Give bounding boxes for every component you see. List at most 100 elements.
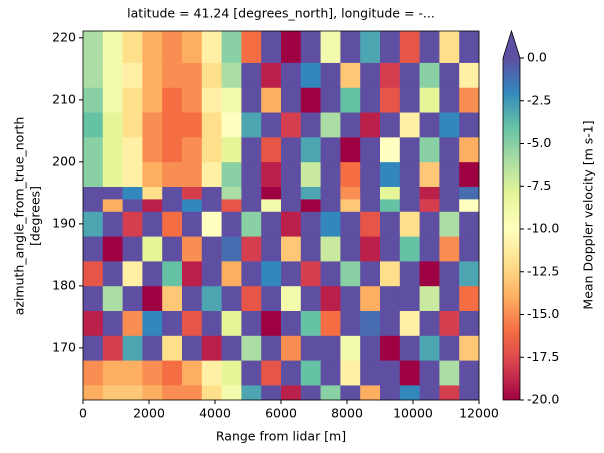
heatmap-cell	[380, 385, 401, 401]
heatmap-cell	[300, 87, 321, 113]
heatmap-cell	[300, 335, 321, 361]
heatmap-cell	[201, 285, 222, 311]
heatmap-cell	[340, 161, 361, 187]
heatmap-cell	[201, 360, 222, 386]
colorbar-tick-label: 0.0	[527, 50, 547, 65]
heatmap-cell	[241, 137, 262, 163]
heatmap-cell	[360, 87, 381, 113]
heatmap-cell	[261, 62, 282, 88]
heatmap-cell	[182, 186, 203, 200]
heatmap-cell	[122, 31, 143, 63]
heatmap-cell	[162, 236, 183, 262]
heatmap-cell	[221, 335, 242, 361]
heatmap-cell	[419, 137, 440, 163]
heatmap-cell	[83, 199, 104, 212]
y-tick-label: 210	[52, 91, 76, 106]
heatmap-cell	[182, 285, 203, 311]
heatmap-cell	[439, 310, 460, 336]
heatmap-cell	[142, 137, 163, 163]
heatmap-cell	[380, 137, 401, 163]
heatmap-cell	[142, 211, 163, 237]
heatmap-cell	[83, 186, 104, 200]
heatmap-cell	[459, 112, 480, 138]
heatmap-cell	[102, 285, 123, 311]
heatmap-cell	[241, 236, 262, 262]
heatmap-cell	[241, 310, 262, 336]
heatmap-cell	[221, 137, 242, 163]
heatmap-cell	[261, 310, 282, 336]
heatmap-cell	[201, 261, 222, 287]
heatmap-cell	[419, 285, 440, 311]
heatmap-cell	[83, 236, 104, 262]
heatmap-cell	[360, 112, 381, 138]
heatmap-cell	[399, 112, 420, 138]
heatmap-cell	[241, 62, 262, 88]
heatmap-cell	[419, 385, 440, 401]
colorbar-label: Mean Doppler velocity [m s-1]	[581, 120, 596, 309]
heatmap-cell	[261, 285, 282, 311]
heatmap-cell	[399, 261, 420, 287]
colorbar-tick-label: -12.5	[527, 263, 559, 278]
heatmap-cell	[419, 87, 440, 113]
heatmap-cell	[281, 360, 302, 386]
heatmap-cell	[102, 310, 123, 336]
heatmap-cell	[320, 385, 341, 401]
heatmap-cell	[162, 112, 183, 138]
heatmap-cell	[360, 335, 381, 361]
heatmap-cell	[102, 87, 123, 113]
heatmap-cell	[459, 186, 480, 200]
heatmap-cell	[439, 199, 460, 212]
heatmap-cell	[439, 236, 460, 262]
heatmap-cell	[102, 335, 123, 361]
heatmap-cell	[340, 186, 361, 200]
x-tick-label: 8000	[331, 406, 363, 421]
heatmap-cell	[162, 62, 183, 88]
heatmap-cell	[439, 335, 460, 361]
heatmap-cell	[340, 211, 361, 237]
heatmap-cell	[162, 360, 183, 386]
heatmap-cell	[261, 236, 282, 262]
heatmap-cell	[281, 385, 302, 401]
heatmap-cell	[320, 236, 341, 262]
heatmap-cell	[459, 211, 480, 237]
heatmap-cell	[380, 62, 401, 88]
heatmap-cell	[380, 285, 401, 311]
heatmap-cell	[340, 199, 361, 212]
heatmap-cell	[281, 31, 302, 63]
heatmap-cell	[221, 236, 242, 262]
heatmap-cell	[439, 161, 460, 187]
heatmap-cell	[201, 31, 222, 63]
heatmap-cell	[360, 31, 381, 63]
heatmap-cell	[439, 62, 460, 88]
heatmap-cell	[300, 211, 321, 237]
heatmap-cell	[320, 310, 341, 336]
heatmap-cell	[122, 62, 143, 88]
x-tick-label: 0	[79, 406, 87, 421]
heatmap-cell	[340, 31, 361, 63]
heatmap-cell	[380, 236, 401, 262]
y-tick-label: 180	[52, 277, 76, 292]
heatmap-cell	[102, 112, 123, 138]
heatmap-cell	[399, 236, 420, 262]
heatmap-cell	[241, 186, 262, 200]
heatmap-cell	[122, 335, 143, 361]
heatmap-cell	[83, 310, 104, 336]
heatmap-cell	[360, 261, 381, 287]
heatmap-cell	[320, 261, 341, 287]
heatmap-cell	[399, 199, 420, 212]
heatmap-cell	[83, 285, 104, 311]
heatmap-cell	[122, 236, 143, 262]
heatmap-cell	[459, 261, 480, 287]
heatmap-cell	[300, 31, 321, 63]
heatmap-cell	[281, 161, 302, 187]
heatmap-cell	[142, 62, 163, 88]
heatmap-cell	[300, 236, 321, 262]
heatmap-cell	[162, 137, 183, 163]
heatmap-cell	[380, 211, 401, 237]
heatmap-cell	[320, 137, 341, 163]
heatmap-cell	[399, 137, 420, 163]
heatmap-cell	[261, 137, 282, 163]
heatmap-cell	[261, 199, 282, 212]
colorbar-tick-label: -5.0	[527, 135, 551, 150]
